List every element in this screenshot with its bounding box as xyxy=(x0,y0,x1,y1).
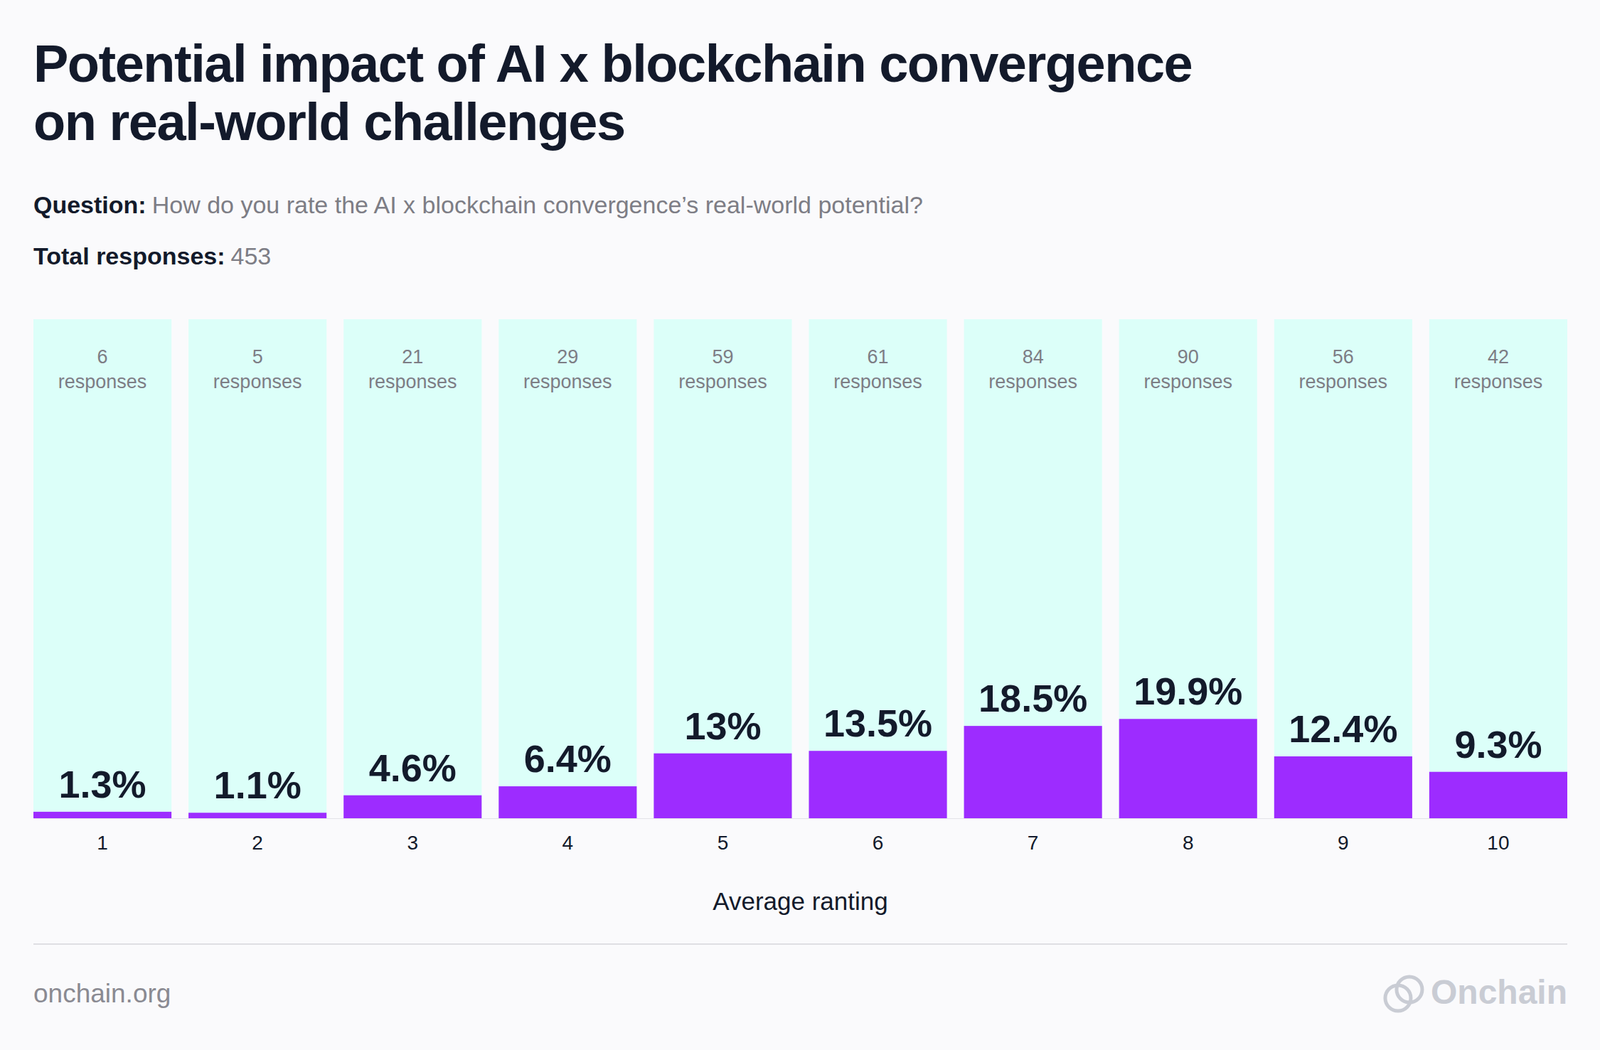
column-background xyxy=(33,319,172,819)
tick-label: 9 xyxy=(1337,832,1349,855)
x-axis-title: Average ranting xyxy=(712,887,888,916)
tick: 1 xyxy=(96,818,109,855)
response-count: 59 xyxy=(711,346,734,368)
tick: 7 xyxy=(1027,818,1039,855)
column-background xyxy=(653,319,792,819)
bar xyxy=(1119,718,1258,819)
source: onchain.org xyxy=(33,979,171,1009)
background xyxy=(0,0,1600,1050)
bar xyxy=(498,786,637,819)
tick: 3 xyxy=(406,818,419,855)
tick-label: 1 xyxy=(96,832,109,855)
response-count: 90 xyxy=(1177,346,1199,368)
response-count: 5 xyxy=(252,346,264,368)
total-value: 453 xyxy=(231,242,272,270)
title: Potential impact of AI x blockchain conv… xyxy=(33,34,1192,152)
data-label: 18.5% xyxy=(978,676,1088,720)
response-count: 6 xyxy=(97,346,109,368)
tick: 8 xyxy=(1182,818,1194,855)
bar xyxy=(188,812,327,819)
response-unit: responses xyxy=(1143,371,1233,393)
data-label: 1.3% xyxy=(59,763,147,806)
tick-label: 8 xyxy=(1182,832,1194,855)
column-background xyxy=(343,319,482,819)
column-background xyxy=(1274,319,1413,819)
tick-label: 6 xyxy=(872,832,884,855)
bar xyxy=(808,750,947,819)
response-unit: responses xyxy=(523,371,613,393)
response-unit: responses xyxy=(368,371,458,393)
total-label: Total responses: xyxy=(33,242,226,270)
column-background xyxy=(808,319,947,819)
tick: 2 xyxy=(251,818,264,855)
brand: Onchain xyxy=(1430,973,1568,1012)
tick: 6 xyxy=(872,818,884,855)
column-background xyxy=(1119,319,1258,819)
logo-ring xyxy=(1396,977,1423,1003)
data-label: 19.9% xyxy=(1133,669,1243,713)
tick: 5 xyxy=(717,818,729,855)
response-unit: responses xyxy=(678,371,768,393)
bar xyxy=(653,753,792,819)
tick-label: 2 xyxy=(251,832,264,855)
x-axis: 1 2 3 4 5 6 7 8 9 10 xyxy=(34,818,1568,855)
data-label: 6.4% xyxy=(524,737,612,781)
data-label: 4.6% xyxy=(369,746,457,790)
tick-label: 5 xyxy=(717,832,729,855)
response-unit: responses xyxy=(1454,371,1544,393)
tick: 9 xyxy=(1337,818,1349,855)
data-label: 9.3% xyxy=(1454,723,1542,766)
response-counts: 6 responses 5 responses 21 responses 29 respons… xyxy=(58,346,1543,393)
tick-label: 10 xyxy=(1486,832,1509,855)
tick: 4 xyxy=(562,818,574,855)
total: Total responses:453 xyxy=(33,242,271,270)
question-label: Question: xyxy=(33,191,147,219)
bar xyxy=(1274,756,1413,819)
data-label: 13.5% xyxy=(823,701,933,745)
tick-label: 4 xyxy=(562,832,574,855)
response-unit: responses xyxy=(1299,371,1389,393)
bar xyxy=(1429,772,1568,819)
response-count: 21 xyxy=(401,346,424,368)
response-count: 42 xyxy=(1487,346,1509,368)
question: Question:How do you rate the AI x blockc… xyxy=(33,191,924,219)
column-background xyxy=(1429,319,1568,819)
divider xyxy=(33,943,1568,946)
response-count: 56 xyxy=(1332,346,1354,368)
tick-label: 7 xyxy=(1027,832,1039,855)
bar xyxy=(343,795,482,819)
brand-logo xyxy=(1385,977,1423,1012)
data-labels: 1.3% 1.1% 4.6% 6.4% 13% 13.5% 18.5% 19.9% 12.4% 9… xyxy=(59,669,1543,807)
data-label: 1.1% xyxy=(214,763,302,807)
column-background xyxy=(188,319,327,819)
response-unit: responses xyxy=(58,371,148,393)
bar xyxy=(33,812,172,819)
question-text: How do you rate the AI x blockchain conv… xyxy=(152,191,924,219)
response-unit: responses xyxy=(833,371,923,393)
response-count: 29 xyxy=(556,346,579,368)
response-count: 61 xyxy=(867,346,889,368)
response-unit: responses xyxy=(213,371,303,393)
chart: Potential impact of AI x blockchain conv… xyxy=(0,0,1600,1050)
data-label: 12.4% xyxy=(1288,707,1398,751)
tick-label: 3 xyxy=(406,832,419,855)
column-background xyxy=(964,319,1103,819)
response-unit: responses xyxy=(988,371,1078,393)
column-backgrounds xyxy=(33,319,1568,819)
column-background xyxy=(498,319,637,819)
response-count: 84 xyxy=(1022,346,1044,368)
axis-line xyxy=(34,818,1568,820)
data-label: 13% xyxy=(684,704,761,748)
bar xyxy=(964,726,1103,819)
tick: 10 xyxy=(1486,818,1509,855)
